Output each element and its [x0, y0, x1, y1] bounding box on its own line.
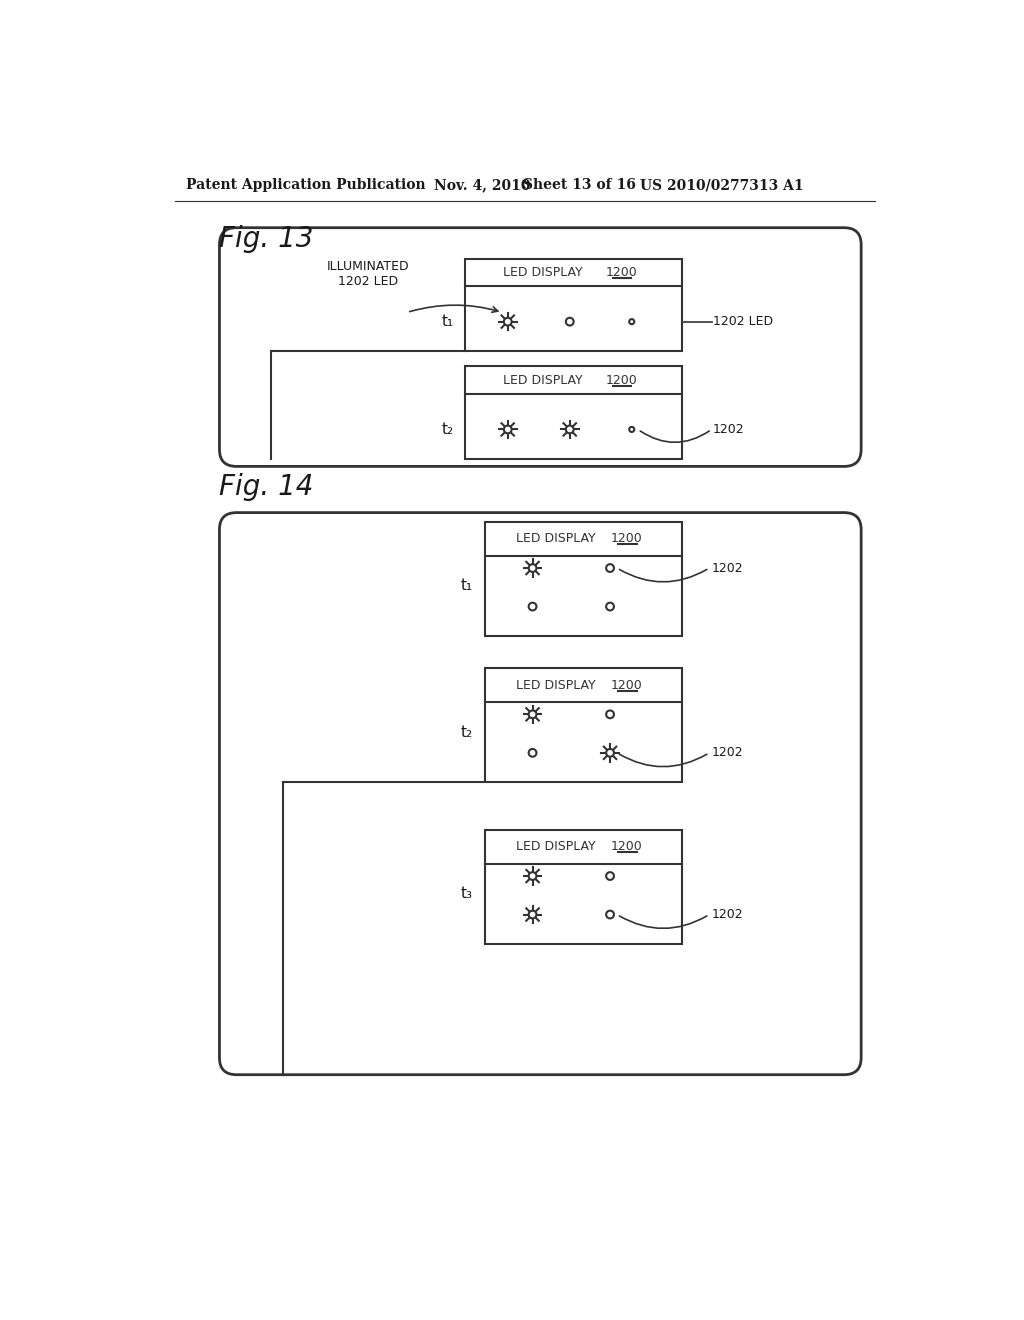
Text: 1202: 1202 — [712, 746, 743, 759]
Text: Patent Application Publication: Patent Application Publication — [186, 178, 426, 193]
Text: t₁: t₁ — [461, 578, 473, 593]
Text: ILLUMINATED
1202 LED: ILLUMINATED 1202 LED — [327, 260, 410, 288]
Text: 1202 LED: 1202 LED — [713, 315, 773, 329]
Text: Fig. 13: Fig. 13 — [219, 226, 313, 253]
Text: LED DISPLAY: LED DISPLAY — [504, 374, 583, 387]
Text: 1202: 1202 — [712, 561, 743, 574]
Text: t₁: t₁ — [441, 314, 454, 329]
Text: 1200: 1200 — [605, 374, 637, 387]
FancyBboxPatch shape — [465, 259, 682, 351]
Text: t₃: t₃ — [461, 886, 473, 902]
Text: Fig. 14: Fig. 14 — [219, 473, 313, 502]
Text: LED DISPLAY: LED DISPLAY — [516, 532, 596, 545]
Text: Sheet 13 of 16: Sheet 13 of 16 — [523, 178, 636, 193]
Text: 1202: 1202 — [713, 422, 744, 436]
FancyBboxPatch shape — [484, 521, 682, 636]
Text: 1200: 1200 — [605, 265, 637, 279]
FancyBboxPatch shape — [484, 830, 682, 944]
Text: LED DISPLAY: LED DISPLAY — [504, 265, 583, 279]
FancyBboxPatch shape — [465, 367, 682, 459]
Text: 1200: 1200 — [611, 678, 643, 692]
Text: LED DISPLAY: LED DISPLAY — [516, 841, 596, 854]
Text: US 2010/0277313 A1: US 2010/0277313 A1 — [640, 178, 803, 193]
Text: 1200: 1200 — [611, 532, 643, 545]
Text: 1200: 1200 — [611, 841, 643, 854]
Text: t₂: t₂ — [441, 422, 454, 437]
Text: LED DISPLAY: LED DISPLAY — [516, 678, 596, 692]
Text: t₂: t₂ — [461, 725, 473, 739]
Text: Nov. 4, 2010: Nov. 4, 2010 — [434, 178, 530, 193]
Text: 1202: 1202 — [712, 908, 743, 921]
FancyBboxPatch shape — [484, 668, 682, 781]
